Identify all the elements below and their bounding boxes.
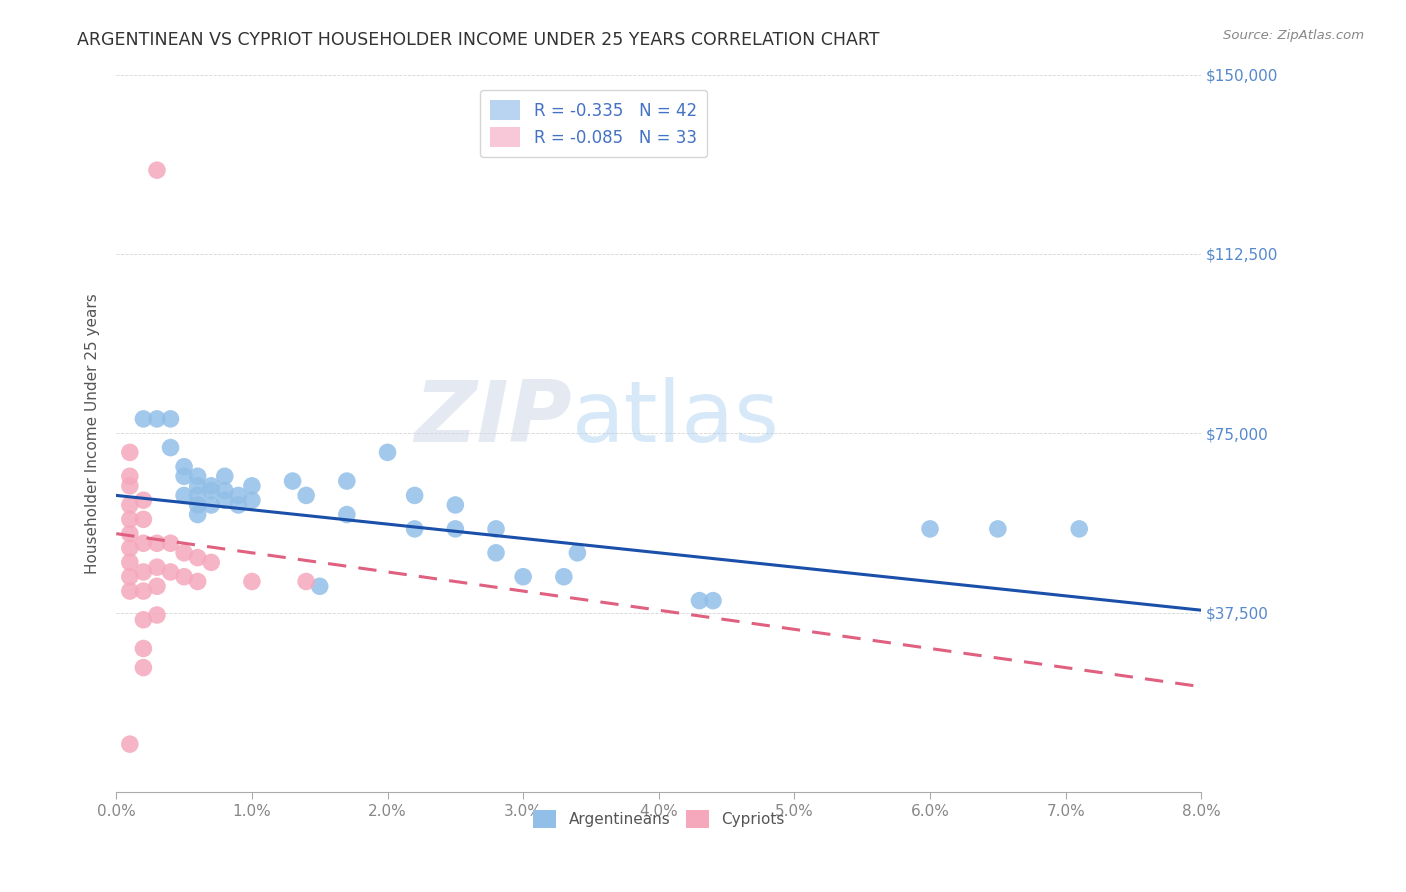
Point — [187, 479, 209, 493]
Point — [918, 522, 941, 536]
Point — [132, 641, 155, 656]
Point — [118, 445, 141, 459]
Point — [336, 474, 359, 488]
Point — [444, 522, 467, 536]
Point — [377, 445, 399, 459]
Point — [132, 565, 155, 579]
Point — [200, 555, 222, 569]
Point — [187, 469, 209, 483]
Point — [553, 570, 575, 584]
Text: Source: ZipAtlas.com: Source: ZipAtlas.com — [1223, 29, 1364, 42]
Point — [702, 593, 724, 607]
Point — [159, 412, 181, 426]
Point — [512, 570, 534, 584]
Point — [159, 565, 181, 579]
Point — [1069, 522, 1091, 536]
Point — [146, 607, 169, 622]
Text: ARGENTINEAN VS CYPRIOT HOUSEHOLDER INCOME UNDER 25 YEARS CORRELATION CHART: ARGENTINEAN VS CYPRIOT HOUSEHOLDER INCOM… — [77, 31, 880, 49]
Point — [336, 508, 359, 522]
Point — [118, 541, 141, 555]
Point — [200, 483, 222, 498]
Point — [187, 498, 209, 512]
Point — [173, 469, 195, 483]
Y-axis label: Householder Income Under 25 years: Householder Income Under 25 years — [86, 293, 100, 574]
Point — [173, 546, 195, 560]
Point — [214, 493, 236, 508]
Point — [200, 479, 222, 493]
Point — [404, 522, 426, 536]
Point — [228, 498, 250, 512]
Point — [187, 508, 209, 522]
Point — [214, 483, 236, 498]
Point — [240, 493, 263, 508]
Point — [146, 536, 169, 550]
Point — [187, 550, 209, 565]
Point — [118, 526, 141, 541]
Point — [146, 579, 169, 593]
Text: ZIP: ZIP — [415, 377, 572, 460]
Point — [200, 498, 222, 512]
Text: atlas: atlas — [572, 377, 780, 460]
Point — [173, 570, 195, 584]
Point — [688, 593, 710, 607]
Point — [132, 493, 155, 508]
Point — [240, 479, 263, 493]
Point — [118, 555, 141, 569]
Point — [987, 522, 1010, 536]
Legend: Argentineans, Cypriots: Argentineans, Cypriots — [527, 804, 790, 835]
Point — [485, 522, 508, 536]
Point — [240, 574, 263, 589]
Point — [118, 570, 141, 584]
Point — [308, 579, 330, 593]
Point — [118, 512, 141, 526]
Point — [228, 488, 250, 502]
Point — [295, 574, 318, 589]
Point — [132, 613, 155, 627]
Point — [485, 546, 508, 560]
Point — [146, 412, 169, 426]
Point — [281, 474, 304, 488]
Point — [404, 488, 426, 502]
Point — [159, 536, 181, 550]
Point — [132, 512, 155, 526]
Point — [173, 459, 195, 474]
Point — [295, 488, 318, 502]
Point — [118, 737, 141, 751]
Point — [444, 498, 467, 512]
Point — [132, 536, 155, 550]
Point — [159, 441, 181, 455]
Point — [132, 584, 155, 599]
Point — [146, 163, 169, 178]
Point — [187, 574, 209, 589]
Point — [118, 498, 141, 512]
Point — [187, 488, 209, 502]
Point — [132, 660, 155, 674]
Point — [146, 560, 169, 574]
Point — [214, 469, 236, 483]
Point — [118, 584, 141, 599]
Point — [567, 546, 589, 560]
Point — [132, 412, 155, 426]
Point — [173, 488, 195, 502]
Point — [118, 479, 141, 493]
Point — [118, 469, 141, 483]
